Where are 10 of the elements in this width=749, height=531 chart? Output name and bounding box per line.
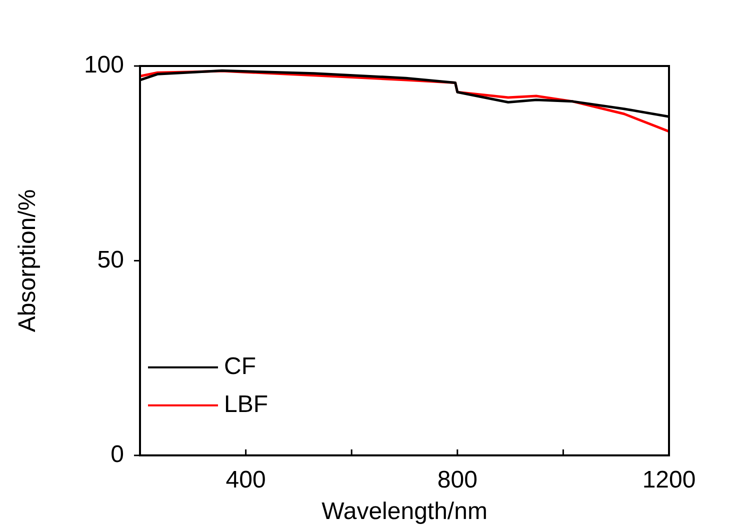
x-axis-title: Wavelength/nm (322, 498, 488, 526)
x-tick-label: 400 (226, 466, 266, 494)
legend-label: LBF (224, 391, 268, 418)
x-tick-label: 800 (437, 466, 478, 494)
y-tick-label: 100 (84, 52, 124, 79)
y-tick-label: 50 (97, 246, 124, 274)
y-axis-title: Absorption/% (14, 189, 42, 332)
x-tick-label: 1200 (642, 466, 696, 494)
legend-label: CF (224, 353, 256, 380)
y-tick-label: 0 (110, 441, 124, 468)
